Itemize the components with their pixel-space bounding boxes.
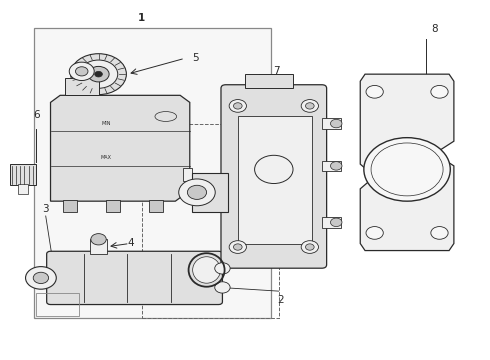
FancyBboxPatch shape <box>221 85 327 268</box>
Circle shape <box>301 241 319 253</box>
Circle shape <box>95 71 102 77</box>
Text: 7: 7 <box>273 66 279 76</box>
Circle shape <box>91 234 106 245</box>
Circle shape <box>305 244 314 250</box>
Circle shape <box>366 85 383 98</box>
Bar <box>322 118 341 129</box>
Bar <box>322 161 341 171</box>
Polygon shape <box>50 95 190 201</box>
Text: 3: 3 <box>43 203 49 213</box>
Circle shape <box>69 62 94 81</box>
Bar <box>245 74 293 88</box>
Circle shape <box>179 179 215 206</box>
Circle shape <box>301 100 319 112</box>
Circle shape <box>364 138 450 201</box>
Text: MIN: MIN <box>101 121 111 126</box>
Circle shape <box>330 218 342 226</box>
Bar <box>65 78 98 95</box>
Circle shape <box>75 67 88 76</box>
Text: MAX: MAX <box>101 155 112 160</box>
Bar <box>10 164 36 185</box>
Bar <box>106 200 120 212</box>
Text: 1: 1 <box>138 13 146 23</box>
Bar <box>18 184 28 194</box>
Text: 2: 2 <box>278 294 284 305</box>
Circle shape <box>33 272 49 284</box>
Circle shape <box>187 185 207 199</box>
Circle shape <box>431 85 448 98</box>
Bar <box>90 239 107 254</box>
Text: 8: 8 <box>431 24 438 33</box>
Ellipse shape <box>193 257 221 283</box>
Text: 5: 5 <box>192 53 199 63</box>
Circle shape <box>255 155 293 184</box>
Bar <box>63 200 77 212</box>
Polygon shape <box>238 117 312 243</box>
Circle shape <box>79 60 118 88</box>
Circle shape <box>215 263 230 274</box>
Circle shape <box>330 119 342 128</box>
Circle shape <box>71 54 126 95</box>
Bar <box>149 200 163 212</box>
Circle shape <box>229 241 246 253</box>
Circle shape <box>330 162 342 170</box>
Bar <box>183 168 192 181</box>
Circle shape <box>233 103 242 109</box>
Text: 4: 4 <box>128 238 135 248</box>
Polygon shape <box>360 74 454 251</box>
Circle shape <box>88 66 109 82</box>
Bar <box>192 173 228 212</box>
Bar <box>322 217 341 228</box>
Circle shape <box>229 100 246 112</box>
Text: 6: 6 <box>33 110 39 120</box>
Circle shape <box>233 244 242 250</box>
Bar <box>36 293 79 316</box>
Circle shape <box>305 103 314 109</box>
Bar <box>142 123 279 318</box>
Circle shape <box>215 282 230 293</box>
Circle shape <box>366 226 383 239</box>
Bar <box>34 28 271 318</box>
Circle shape <box>25 267 56 289</box>
Circle shape <box>431 226 448 239</box>
FancyBboxPatch shape <box>47 251 222 305</box>
